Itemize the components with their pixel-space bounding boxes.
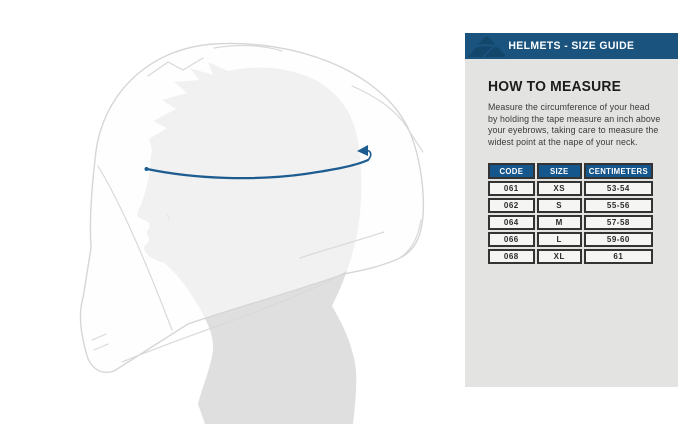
size-table: CODE SIZE CENTIMETERS 061 XS 53-54 062 S… bbox=[486, 161, 655, 266]
table-cell: 061 bbox=[488, 181, 535, 197]
text-line: Measure the circumference of your head bbox=[488, 102, 650, 112]
table-cell: 064 bbox=[488, 215, 535, 231]
table-cell: L bbox=[536, 232, 582, 248]
table-cell: S bbox=[536, 198, 582, 214]
table-cell: 57-58 bbox=[583, 215, 653, 231]
panel-header: HELMETS - SIZE GUIDE bbox=[465, 33, 678, 59]
column-header-code: CODE bbox=[488, 163, 535, 180]
table-cell: 61 bbox=[583, 249, 653, 265]
how-to-measure-text: Measure the circumference of your head b… bbox=[488, 102, 664, 148]
table-cell: 55-56 bbox=[583, 198, 653, 214]
column-header-centimeters: CENTIMETERS bbox=[583, 163, 653, 180]
table-cell: 062 bbox=[488, 198, 535, 214]
table-row: 061 XS 53-54 bbox=[488, 181, 653, 197]
table-cell: M bbox=[536, 215, 582, 231]
how-to-measure-heading: HOW TO MEASURE bbox=[488, 79, 622, 95]
tape-arrow-icon bbox=[357, 145, 368, 156]
table-cell: 59-60 bbox=[583, 232, 653, 248]
helmet-measurement-illustration bbox=[79, 42, 425, 424]
helmet-measurement-svg bbox=[79, 42, 425, 424]
text-line: by holding the tape measure an inch abov… bbox=[488, 113, 661, 124]
table-cell: XL bbox=[536, 249, 582, 265]
table-row: 062 S 55-56 bbox=[488, 198, 653, 214]
panel-title: HELMETS - SIZE GUIDE bbox=[508, 40, 635, 52]
helmet-detail-lines bbox=[91, 45, 424, 363]
acerbis-logo-icon bbox=[468, 36, 506, 57]
panel-body: HOW TO MEASURE Measure the circumference… bbox=[465, 59, 678, 387]
table-cell: XS bbox=[536, 181, 582, 197]
text-line: widest point at the nape of your neck. bbox=[488, 136, 638, 147]
table-row: 066 L 59-60 bbox=[488, 232, 653, 248]
table-header-row: CODE SIZE CENTIMETERS bbox=[488, 163, 653, 180]
table-cell: 53-54 bbox=[583, 181, 653, 197]
table-row: 064 M 57-58 bbox=[488, 215, 653, 231]
tape-measure-line bbox=[144, 145, 372, 180]
table-cell: 068 bbox=[488, 249, 535, 265]
size-guide-panel: HELMETS - SIZE GUIDE HOW TO MEASURE Meas… bbox=[465, 33, 678, 387]
column-header-size: SIZE bbox=[536, 163, 582, 180]
text-line: your eyebrows, taking care to measure th… bbox=[488, 125, 659, 136]
table-cell: 066 bbox=[488, 232, 535, 248]
table-row: 068 XL 61 bbox=[488, 249, 653, 265]
